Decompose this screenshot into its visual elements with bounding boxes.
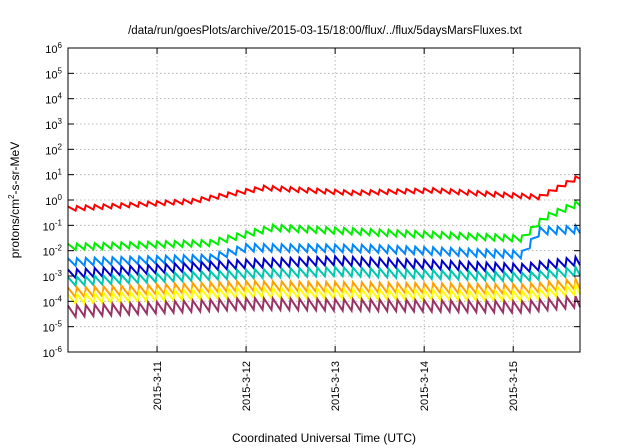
x-axis: 2015-3-11 2015-3-12 2015-3-13 2015-3-14 2015… [152, 48, 520, 411]
series-line-2 [67, 199, 581, 252]
y-axis-label-suffix: -s-sr-MeV [8, 142, 22, 195]
x-tick-label: 2015-3-11 [152, 361, 164, 410]
series-line-5 [67, 263, 581, 288]
y-tick-label: 102 [45, 142, 62, 157]
y-tick-label: 106 [45, 41, 62, 56]
y-tick-label: 10-4 [43, 294, 63, 309]
series-line-7 [67, 281, 581, 307]
y-axis: 106 105 104 103 102 101 100 10-1 10-2 10-3 10-4 10-… [43, 41, 580, 360]
series-line-1 [67, 175, 581, 213]
y-tick-label: 101 [45, 168, 62, 183]
chart-title: /data/run/goesPlots/archive/2015-03-15/1… [128, 25, 523, 37]
y-tick-label: 10-1 [43, 218, 63, 233]
y-tick-label: 105 [45, 66, 62, 81]
y-tick-label: 10-5 [43, 320, 63, 335]
y-tick-label: 103 [45, 117, 62, 132]
y-tick-label: 100 [45, 193, 62, 208]
y-axis-label: protons/cm2-s-sr-MeV [7, 142, 22, 258]
x-tick-label: 2015-3-15 [508, 361, 520, 411]
y-tick-label: 104 [45, 92, 62, 107]
series-line-3 [67, 222, 581, 268]
x-axis-label: Coordinated Universal Time (UTC) [232, 431, 416, 445]
y-axis-label-sup: 2 [7, 194, 16, 199]
y-tick-label: 10-2 [43, 244, 63, 259]
x-tick-label: 2015-3-12 [241, 361, 253, 411]
series-layer [67, 175, 581, 320]
series-line-4 [67, 253, 581, 281]
x-tick-label: 2015-3-14 [419, 361, 431, 411]
y-axis-label-prefix: protons/cm [8, 199, 22, 258]
y-tick-label: 10-3 [43, 269, 63, 284]
series-line-8 [67, 294, 581, 320]
y-tick-label: 10-6 [43, 345, 63, 360]
x-tick-label: 2015-3-13 [330, 361, 342, 411]
